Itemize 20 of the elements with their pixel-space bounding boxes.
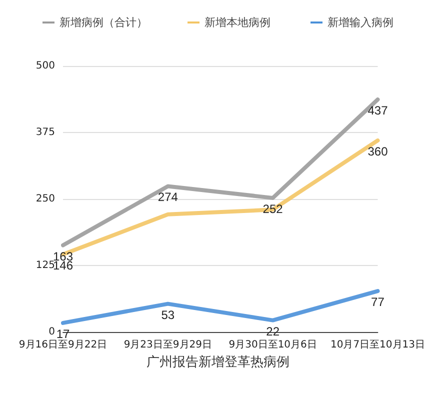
y-tick-label: 375	[36, 127, 55, 138]
y-tick-label: 0	[48, 326, 55, 338]
data-label: 17	[56, 326, 70, 341]
data-label: 77	[371, 295, 385, 310]
data-label: 252	[262, 202, 284, 216]
data-label: 437	[368, 104, 388, 118]
data-label: 360	[368, 144, 388, 158]
data-label: 274	[158, 190, 178, 204]
x-tick-label: 9月16日至9月22日	[18, 340, 108, 350]
legend-label: 新增病例（合计）	[60, 16, 148, 29]
data-label: 53	[161, 308, 175, 322]
x-tick-label: 9月23日至9月29日	[124, 340, 212, 350]
legend-label: 新增本地病例	[204, 16, 270, 29]
x-tick-label: 10月7日至10月13日	[330, 340, 426, 350]
y-tick-label: 125	[36, 260, 55, 271]
y-tick-label: 250	[36, 194, 55, 204]
x-tick-label: 9月30日至10月6日	[228, 340, 317, 350]
y-tick-label: 500	[36, 60, 55, 72]
text: 广州报告新增登革热病例	[146, 355, 290, 370]
legend-label: 新增输入病例	[328, 16, 394, 29]
